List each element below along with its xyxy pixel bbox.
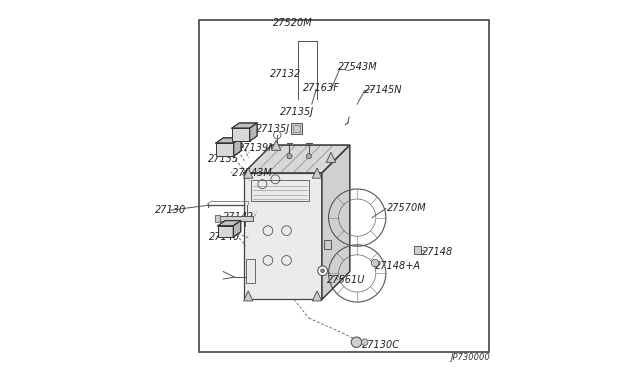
Text: 27148+A: 27148+A <box>375 261 421 271</box>
Polygon shape <box>244 173 322 299</box>
Bar <box>413 246 421 254</box>
Bar <box>218 216 253 221</box>
Text: 27140: 27140 <box>209 232 241 241</box>
Bar <box>199 20 489 352</box>
Polygon shape <box>250 123 257 141</box>
Polygon shape <box>322 145 349 299</box>
Text: 27130: 27130 <box>154 205 186 215</box>
Circle shape <box>351 337 362 347</box>
Circle shape <box>306 154 312 159</box>
Polygon shape <box>312 168 322 178</box>
Polygon shape <box>218 221 241 226</box>
Text: 27570M: 27570M <box>387 203 427 212</box>
Circle shape <box>371 259 379 267</box>
Text: 27130C: 27130C <box>362 340 401 350</box>
Circle shape <box>318 266 328 276</box>
Bar <box>218 226 234 237</box>
Polygon shape <box>232 123 257 128</box>
Bar <box>324 240 331 249</box>
Bar <box>291 123 302 134</box>
Polygon shape <box>326 153 335 163</box>
Text: 27520M: 27520M <box>273 18 313 28</box>
Bar <box>215 215 220 222</box>
Text: 27135J: 27135J <box>256 125 290 134</box>
Bar <box>251 180 309 201</box>
Text: 27145N: 27145N <box>364 86 402 95</box>
Polygon shape <box>234 221 241 237</box>
Circle shape <box>362 339 368 346</box>
Polygon shape <box>234 138 241 156</box>
Text: 27135J: 27135J <box>280 107 314 116</box>
Text: 27142: 27142 <box>223 212 254 221</box>
Bar <box>246 259 255 283</box>
Bar <box>216 143 234 156</box>
Polygon shape <box>243 168 253 178</box>
Circle shape <box>287 154 292 159</box>
Polygon shape <box>244 145 349 173</box>
Text: JP730000: JP730000 <box>451 353 490 362</box>
Text: 27139M: 27139M <box>238 143 278 153</box>
Polygon shape <box>312 291 322 301</box>
Polygon shape <box>216 138 241 143</box>
Text: 27135: 27135 <box>207 154 239 164</box>
Text: 27561U: 27561U <box>326 275 365 285</box>
Bar <box>232 128 250 141</box>
Text: 27132: 27132 <box>270 69 301 78</box>
Text: 27148: 27148 <box>422 247 454 257</box>
Polygon shape <box>243 291 253 301</box>
Text: ·27543M: ·27543M <box>230 169 273 178</box>
Polygon shape <box>271 140 281 150</box>
Circle shape <box>321 269 324 273</box>
Text: 27163F: 27163F <box>303 83 340 93</box>
Text: 27543M: 27543M <box>338 62 378 72</box>
Bar <box>293 125 300 132</box>
